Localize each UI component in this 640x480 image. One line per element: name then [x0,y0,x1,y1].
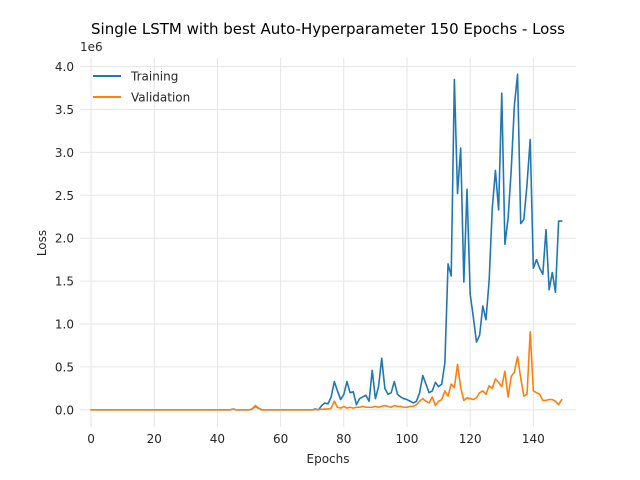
x-tick-label: 140 [522,432,545,446]
y-tick-label: 4.0 [55,60,74,74]
x-tick-label: 20 [147,432,162,446]
y-tick-label: 0.0 [55,403,74,417]
y-tick-label: 2.0 [55,232,74,246]
legend-label-training: Training [130,70,178,84]
legend: Training Validation [93,70,190,105]
y-axis-title: Loss [35,230,49,256]
series-layer [90,73,563,411]
series-line-validation [90,330,563,411]
y-tick-label: 1.0 [55,318,74,332]
x-tick-label: 80 [336,432,351,446]
x-tick-label: 100 [396,432,419,446]
y-tick-label: 1.5 [55,275,74,289]
y-tick-label: 2.5 [55,189,74,203]
y-tick-label: 0.5 [55,360,74,374]
x-tick-label: 120 [459,432,482,446]
y-tick-label: 3.5 [55,103,74,117]
legend-label-validation: Validation [131,91,190,105]
y-tick-label: 3.0 [55,146,74,160]
x-tick-label: 0 [87,432,95,446]
tick-labels: 0 20 40 60 80 100 120 140 0.0 0.5 1.0 1.5 2.0 2.5 3.0 3… [55,60,545,446]
x-tick-label: 40 [210,432,225,446]
x-axis-title: Epochs [307,452,350,466]
series-line-training [90,73,563,411]
y-offset-label: 1e6 [80,40,103,54]
chart-title: Single LSTM with best Auto-Hyperparamete… [91,20,565,38]
x-tick-label: 60 [273,432,288,446]
